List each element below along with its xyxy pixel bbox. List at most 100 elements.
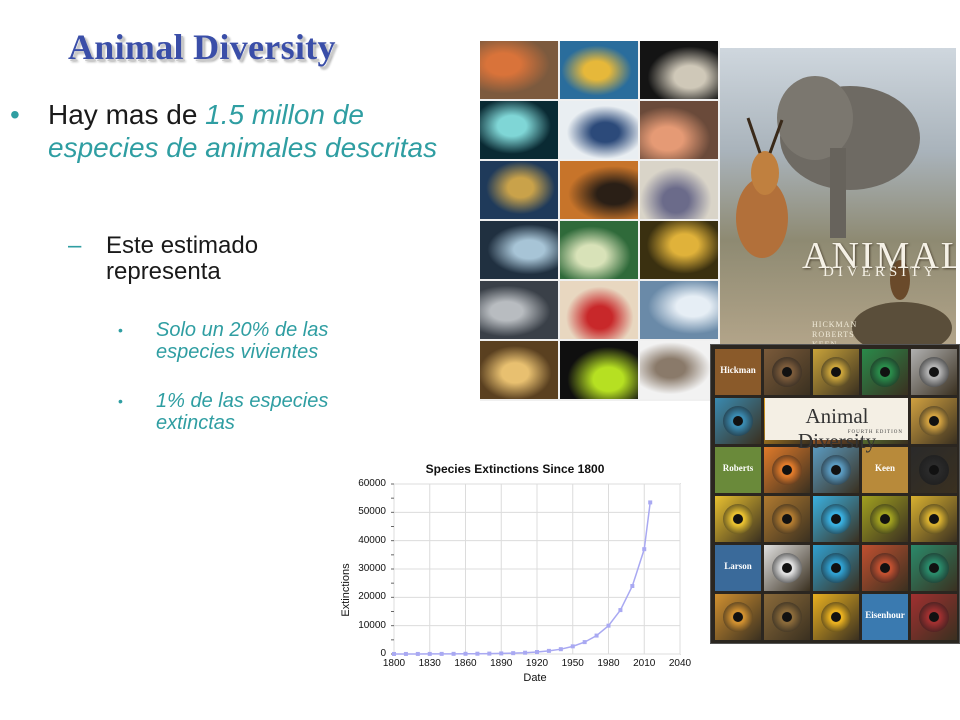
data-point bbox=[487, 651, 492, 656]
eye-icon bbox=[911, 545, 957, 591]
data-point bbox=[415, 651, 420, 656]
eye-pupil bbox=[929, 612, 939, 622]
book2-author-label: Keen bbox=[875, 463, 895, 473]
x-tick-label: 1830 bbox=[418, 658, 441, 669]
eye-pupil bbox=[831, 612, 841, 622]
photo-tube-coral bbox=[640, 161, 718, 219]
eye-icon bbox=[764, 496, 810, 542]
x-tick-label: 1860 bbox=[454, 658, 477, 669]
eye-pupil bbox=[880, 563, 890, 573]
eye-icon bbox=[862, 496, 908, 542]
x-tick-label: 2010 bbox=[633, 658, 656, 669]
bullet-dash: – bbox=[68, 232, 82, 259]
data-point bbox=[451, 651, 456, 656]
photo-glass-frog bbox=[640, 341, 718, 399]
eye-pupil bbox=[831, 465, 841, 475]
eye-pupil bbox=[733, 514, 743, 524]
book1-title: ANIMAL bbox=[802, 235, 956, 277]
eye-pupil bbox=[880, 514, 890, 524]
gazelle-body-shape bbox=[736, 178, 788, 258]
data-point bbox=[594, 633, 599, 638]
x-tick-label: 1890 bbox=[490, 658, 513, 669]
photo-shrimp bbox=[560, 221, 638, 279]
bullet-level2-text: Este estimado representa bbox=[106, 232, 259, 285]
eye-icon bbox=[813, 545, 859, 591]
photo-isopod bbox=[480, 221, 558, 279]
photo-tiger bbox=[560, 161, 638, 219]
x-tick-label: 1980 bbox=[597, 658, 620, 669]
eye-icon bbox=[813, 496, 859, 542]
animal-photo-grid bbox=[480, 41, 720, 401]
y-tick-label: 50000 bbox=[358, 506, 386, 518]
extinctions-chart: Species Extinctions Since 1800 Extinctio… bbox=[330, 456, 700, 690]
data-point bbox=[558, 647, 563, 652]
data-point bbox=[648, 500, 653, 505]
book1-author: HICKMAN bbox=[812, 320, 858, 329]
eye-pupil bbox=[831, 514, 841, 524]
eye-icon bbox=[764, 447, 810, 493]
data-point bbox=[427, 651, 432, 656]
eye-pupil bbox=[733, 612, 743, 622]
photo-crab bbox=[480, 281, 558, 339]
eye-icon bbox=[813, 594, 859, 640]
x-tick-label: 2040 bbox=[668, 658, 692, 669]
book1-author: ROBERTS bbox=[812, 330, 855, 339]
eye-pupil bbox=[782, 465, 792, 475]
data-point bbox=[546, 648, 551, 653]
eye-icon bbox=[715, 398, 761, 444]
eye-pupil bbox=[929, 367, 939, 377]
bullet-dot: • bbox=[118, 322, 123, 338]
photo-cuttlefish bbox=[640, 41, 718, 99]
book2-title: Animal Diversity bbox=[797, 404, 877, 453]
eye-pupil bbox=[929, 465, 939, 475]
data-point bbox=[392, 651, 396, 656]
eye-pupil bbox=[831, 367, 841, 377]
data-point bbox=[403, 651, 408, 656]
book2-author-label: Hickman bbox=[720, 365, 756, 375]
book-cover-art bbox=[736, 76, 952, 344]
data-point bbox=[523, 650, 528, 655]
data-point bbox=[439, 651, 444, 656]
book1-author: KEEN bbox=[812, 340, 866, 344]
gazelle-head-shape bbox=[751, 151, 779, 195]
x-tick-label: 1920 bbox=[525, 658, 549, 669]
photo-marine-worm bbox=[640, 101, 718, 159]
bullet-level1-prefix: Hay mas de bbox=[48, 99, 206, 130]
eye-pupil bbox=[929, 416, 939, 426]
data-point bbox=[618, 608, 623, 613]
chart-title: Species Extinctions Since 1800 bbox=[425, 462, 605, 476]
data-point bbox=[463, 651, 468, 656]
book1-subtitle: DIVERSITY bbox=[823, 264, 939, 280]
data-point bbox=[642, 547, 647, 552]
gazelle-horn-shape bbox=[746, 117, 762, 154]
chart-x-label: Date bbox=[523, 672, 547, 684]
photo-red-flatworm bbox=[560, 281, 638, 339]
bullet-dot: • bbox=[118, 393, 123, 409]
y-tick-label: 0 bbox=[380, 648, 386, 659]
x-tick-label: 1950 bbox=[561, 658, 584, 669]
book2-edition: FOURTH EDITION bbox=[847, 430, 903, 435]
data-point bbox=[535, 650, 539, 655]
book2-label-tile: Eisenhour bbox=[862, 594, 908, 640]
y-tick-label: 20000 bbox=[358, 591, 386, 603]
eye-pupil bbox=[929, 514, 939, 524]
eye-pupil bbox=[782, 612, 792, 622]
eye-pupil bbox=[782, 367, 792, 377]
eye-icon bbox=[911, 349, 957, 395]
hawk-shape bbox=[890, 260, 910, 300]
book-cover-animal-diversity: ANIMAL DIVERSITY HICKMANROBERTSKEENLARSO… bbox=[720, 48, 956, 344]
book2-label-tile: Hickman bbox=[715, 349, 761, 395]
data-point bbox=[570, 644, 575, 649]
book2-label-tile: Roberts bbox=[715, 447, 761, 493]
slide-title: Animal Diversity bbox=[68, 27, 336, 67]
book1-authors: HICKMANROBERTSKEENLARSONEISENHOUR bbox=[812, 320, 866, 344]
eye-pupil bbox=[733, 416, 743, 426]
y-tick-label: 60000 bbox=[358, 478, 386, 489]
y-tick-label: 10000 bbox=[358, 619, 386, 631]
eye-pupil bbox=[880, 367, 890, 377]
book2-author-label: Roberts bbox=[722, 463, 754, 473]
eye-icon bbox=[764, 545, 810, 591]
book2-label-tile: Keen bbox=[862, 447, 908, 493]
photo-jellyfish bbox=[480, 101, 558, 159]
